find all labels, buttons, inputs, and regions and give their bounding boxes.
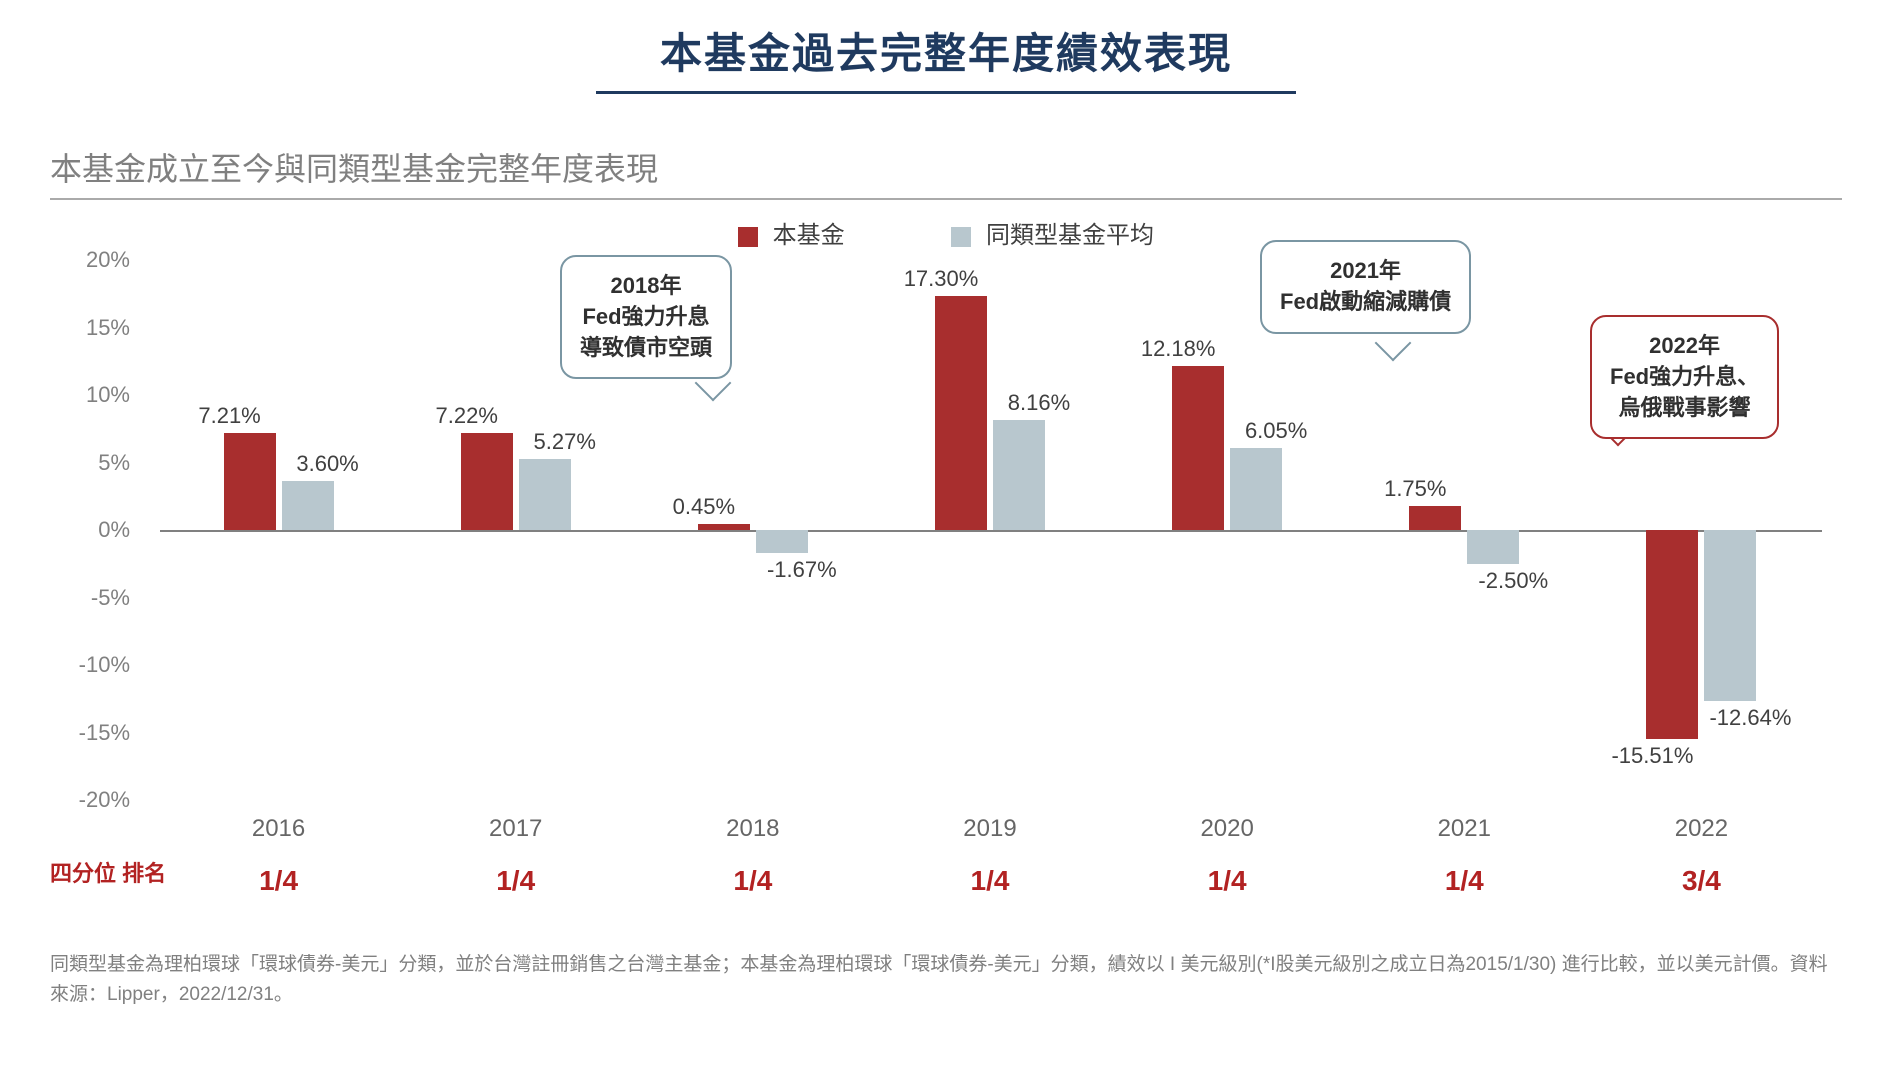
bar	[224, 433, 276, 530]
legend-item-peer: 同類型基金平均	[951, 215, 1154, 250]
y-tick: 10%	[50, 382, 130, 408]
y-tick: -15%	[50, 720, 130, 746]
bar-value-label: 7.22%	[412, 403, 522, 429]
y-tick: -10%	[50, 652, 130, 678]
y-tick: 20%	[50, 247, 130, 273]
bar	[461, 433, 513, 530]
y-tick: -5%	[50, 585, 130, 611]
x-axis-label: 2017	[431, 815, 601, 843]
quartile-row-label: 四分位 排名	[50, 860, 166, 889]
quartile-rank: 1/4	[1379, 865, 1549, 897]
bar-value-label: -12.64%	[1695, 705, 1805, 731]
bar	[282, 481, 334, 530]
y-axis: 20%15%10%5%0%-5%-10%-15%-20%	[50, 260, 140, 800]
bar	[993, 420, 1045, 530]
plot-area: 7.21%3.60%20161/47.22%5.27%20171/40.45%-…	[160, 260, 1822, 800]
x-axis-label: 2016	[194, 815, 364, 843]
legend-swatch-peer	[951, 227, 971, 247]
bar	[1172, 366, 1224, 530]
bar-value-label: 7.21%	[175, 403, 285, 429]
bar	[756, 530, 808, 553]
bar	[1467, 530, 1519, 564]
bar-value-label: -15.51%	[1597, 743, 1707, 769]
callout: 2018年Fed強力升息導致債市空頭	[560, 255, 732, 379]
callout: 2022年Fed強力升息、烏俄戰事影響	[1590, 315, 1779, 439]
bar	[1230, 448, 1282, 530]
bar-value-label: 6.05%	[1221, 418, 1331, 444]
chart-subtitle: 本基金成立至今與同類型基金完整年度表現	[50, 144, 1842, 200]
chart-container: 20%15%10%5%0%-5%-10%-15%-20% 7.21%3.60%2…	[50, 260, 1842, 840]
bar-value-label: -1.67%	[747, 557, 857, 583]
bar-value-label: 5.27%	[510, 429, 620, 455]
legend-label-fund: 本基金	[773, 222, 845, 249]
bar-value-label: 12.18%	[1123, 336, 1233, 362]
bar	[698, 524, 750, 530]
quartile-rank: 1/4	[905, 865, 1075, 897]
callout: 2021年Fed啟動縮減購債	[1260, 240, 1471, 334]
x-axis-label: 2021	[1379, 815, 1549, 843]
bar-value-label: 3.60%	[273, 451, 383, 477]
bar-value-label: -2.50%	[1458, 568, 1568, 594]
page-title: 本基金過去完整年度績效表現	[596, 20, 1296, 94]
quartile-rank: 3/4	[1616, 865, 1786, 897]
bar-value-label: 0.45%	[649, 494, 759, 520]
bar	[1704, 530, 1756, 701]
footnote: 同類型基金為理柏環球「環球債券-美元」分類，並於台灣註冊銷售之台灣主基金；本基金…	[50, 950, 1842, 1011]
quartile-rank: 1/4	[194, 865, 364, 897]
x-axis-label: 2019	[905, 815, 1075, 843]
y-tick: 0%	[50, 517, 130, 543]
zero-line	[160, 530, 1822, 532]
quartile-rank: 1/4	[431, 865, 601, 897]
x-axis-label: 2022	[1616, 815, 1786, 843]
bar-value-label: 17.30%	[886, 266, 996, 292]
x-axis-label: 2018	[668, 815, 838, 843]
bar-value-label: 8.16%	[984, 390, 1094, 416]
y-tick: 5%	[50, 450, 130, 476]
quartile-rank: 1/4	[1142, 865, 1312, 897]
bar	[519, 459, 571, 530]
quartile-rank: 1/4	[668, 865, 838, 897]
legend-swatch-fund	[738, 227, 758, 247]
bar	[1646, 530, 1698, 739]
legend: 本基金 同類型基金平均	[50, 215, 1842, 250]
y-tick: -20%	[50, 787, 130, 813]
x-axis-label: 2020	[1142, 815, 1312, 843]
legend-item-fund: 本基金	[738, 215, 845, 250]
bar-value-label: 1.75%	[1360, 476, 1470, 502]
y-tick: 15%	[50, 315, 130, 341]
bar	[1409, 506, 1461, 530]
legend-label-peer: 同類型基金平均	[986, 222, 1154, 249]
bar	[935, 296, 987, 530]
